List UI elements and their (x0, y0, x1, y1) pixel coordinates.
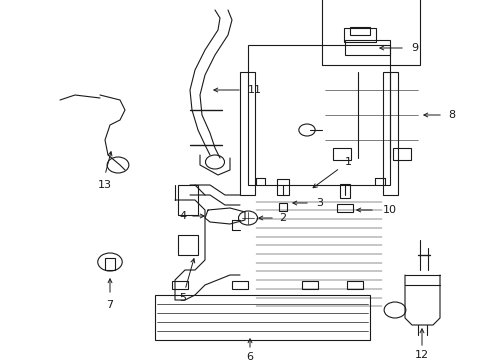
Bar (279, 203, 286, 211)
Bar (302, 281, 317, 289)
Text: 6: 6 (246, 352, 253, 360)
Bar (343, 28, 375, 42)
Bar (247, 45, 389, 185)
Text: 10: 10 (382, 205, 396, 215)
Text: 3: 3 (316, 198, 323, 208)
Text: 1: 1 (344, 157, 351, 167)
Text: 8: 8 (447, 110, 455, 120)
Text: 13: 13 (98, 180, 112, 190)
Bar (336, 204, 352, 212)
Bar (339, 184, 349, 198)
Bar (332, 148, 350, 160)
Bar (231, 281, 247, 289)
Bar (346, 281, 362, 289)
Text: 7: 7 (106, 300, 113, 310)
Bar (178, 185, 198, 215)
Bar (105, 258, 115, 270)
Bar (172, 281, 187, 289)
Text: 2: 2 (279, 213, 286, 223)
Bar (345, 40, 389, 55)
Text: 4: 4 (179, 211, 186, 221)
Bar (321, 0, 419, 65)
Bar (349, 27, 369, 35)
Bar (155, 295, 369, 340)
Bar (392, 148, 410, 160)
Text: 9: 9 (410, 43, 418, 53)
Text: 5: 5 (179, 293, 186, 303)
Bar (276, 179, 288, 195)
Bar (178, 235, 198, 255)
Bar (382, 72, 397, 195)
Text: 11: 11 (247, 85, 262, 95)
Text: 12: 12 (414, 350, 428, 360)
Bar (240, 72, 254, 195)
